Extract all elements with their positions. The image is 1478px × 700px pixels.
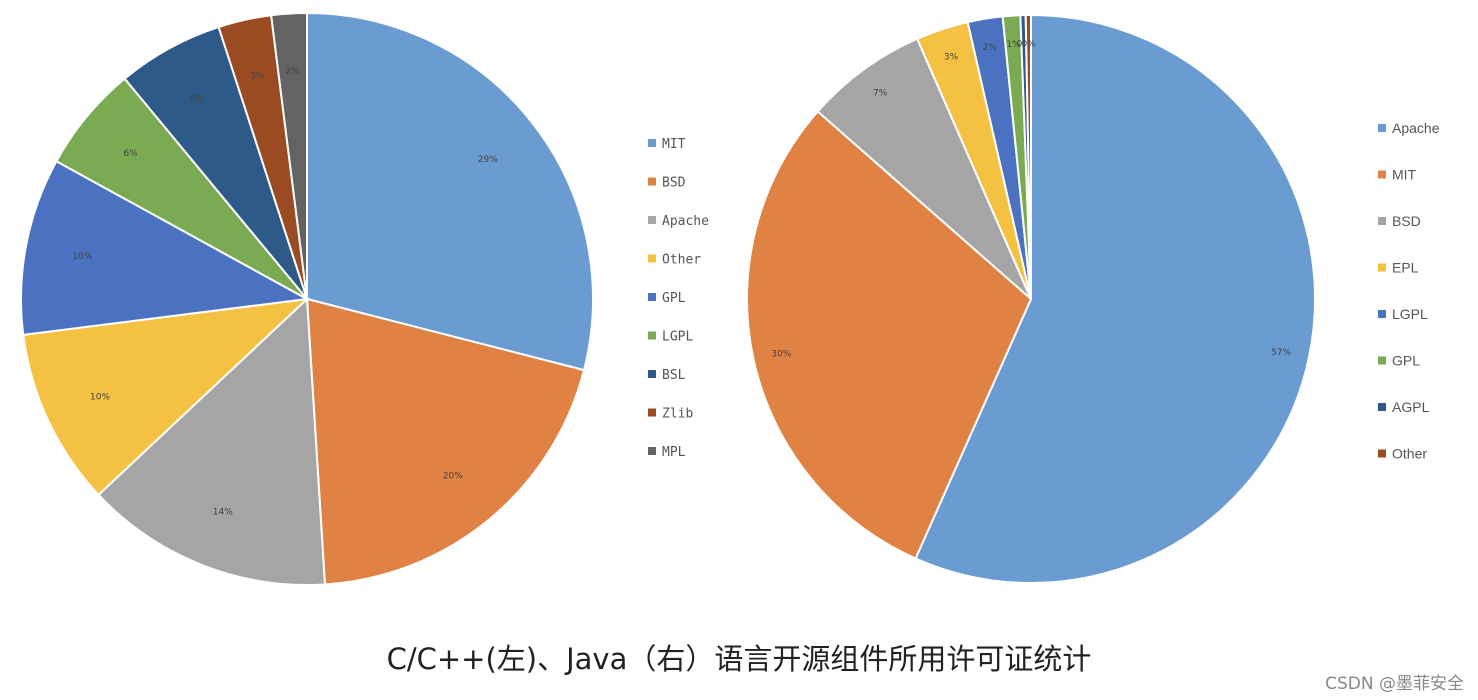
legend-swatch-other [648,254,656,263]
data-label-other: 10% [90,392,110,402]
figure-caption: C/C++(左)、Java（右）语言开源组件所用许可证统计 [386,642,1092,676]
legend-label-mit: MIT [662,137,686,152]
data-label-mit: 29% [478,155,498,165]
legend-swatch-other [1378,449,1386,458]
legend-label-bsl: BSL [662,368,686,383]
pie-slice-mit [306,11,594,372]
legend-label-lgpl: LGPL [1392,306,1428,322]
legend-label-bsd: BSD [1392,213,1421,229]
data-label-epl: 3% [944,52,959,62]
legend-swatch-apache [648,216,656,224]
data-label-other: 0% [1021,39,1036,49]
legend-label-mpl: MPL [662,445,686,460]
legend-swatch-gpl [1378,356,1386,365]
legend-swatch-lgpl [648,331,656,340]
pie-slice-bsd [816,37,1032,300]
legend-java: Apache MIT BSD EPL LGPL GPL AGPL Other [1378,120,1440,462]
legend-swatch-mit [648,139,656,147]
data-label-gpl: 10% [72,252,92,262]
data-label-bsl: 6% [190,95,205,105]
pie-slice-mpl [270,11,308,300]
legend-swatch-apache [1378,124,1386,132]
legend-swatch-bsl [648,370,656,378]
data-label-mit: 30% [771,350,791,360]
legend-label-other: Other [1392,446,1427,462]
legend-swatch-bsd [648,177,656,186]
legend-label-lgpl: LGPL [662,330,693,345]
pie-chart-java: 57% 30% 7% 3% 2% 1%0%0% [746,13,1316,584]
data-label-lgpl: 6% [124,149,139,159]
legend-label-agpl: AGPL [1392,399,1430,415]
legend-label-gpl: GPL [1392,353,1420,369]
pie-slice-mit [746,110,1033,560]
pie-slice-other [1024,13,1032,300]
data-label-mpl: 2% [285,67,300,77]
legend-swatch-mpl [648,447,656,455]
legend-c-cpp: MIT BSD Apache Other GPL LGPL BSL Zlib MPL [648,137,709,460]
pie-slice-bsd [305,297,586,586]
legend-swatch-zlib [648,408,656,417]
legend-swatch-lgpl [1378,310,1386,318]
legend-label-zlib: Zlib [662,407,693,422]
watermark: CSDN @墨菲安全 [1325,674,1464,694]
legend-label-bsd: BSD [662,176,686,191]
data-label-bsd: 20% [443,471,463,481]
pie-slice-apache [914,13,1316,584]
legend-label-mit: MIT [1392,167,1417,183]
pie-chart-c-cpp: 29% 20% 14% 10% 10% 6% 6% 3% 2% [20,11,594,586]
data-label-zlib: 3% [250,72,265,82]
pie-slice-other [22,297,310,497]
pie-slice-apache [97,296,327,586]
legend-label-apache: Apache [1392,120,1440,136]
data-label-lgpl: 2% [983,43,998,53]
legend-swatch-agpl [1378,403,1386,411]
legend-swatch-epl [1378,263,1386,272]
legend-label-apache: Apache [662,214,709,229]
legend-swatch-gpl [648,293,656,301]
legend-swatch-mit [1378,170,1386,179]
legend-label-epl: EPL [1392,260,1419,276]
legend-label-other: Other [662,253,701,268]
legend-swatch-bsd [1378,217,1386,225]
data-label-apache: 57% [1271,348,1291,358]
legend-label-gpl: GPL [662,291,686,306]
pie-slice-gpl [20,159,311,336]
data-label-bsd: 7% [873,89,888,99]
data-label-apache: 14% [213,508,233,518]
data-label-agpl: 0% [1017,40,1032,50]
data-label-gpl: 1% [1006,40,1021,50]
